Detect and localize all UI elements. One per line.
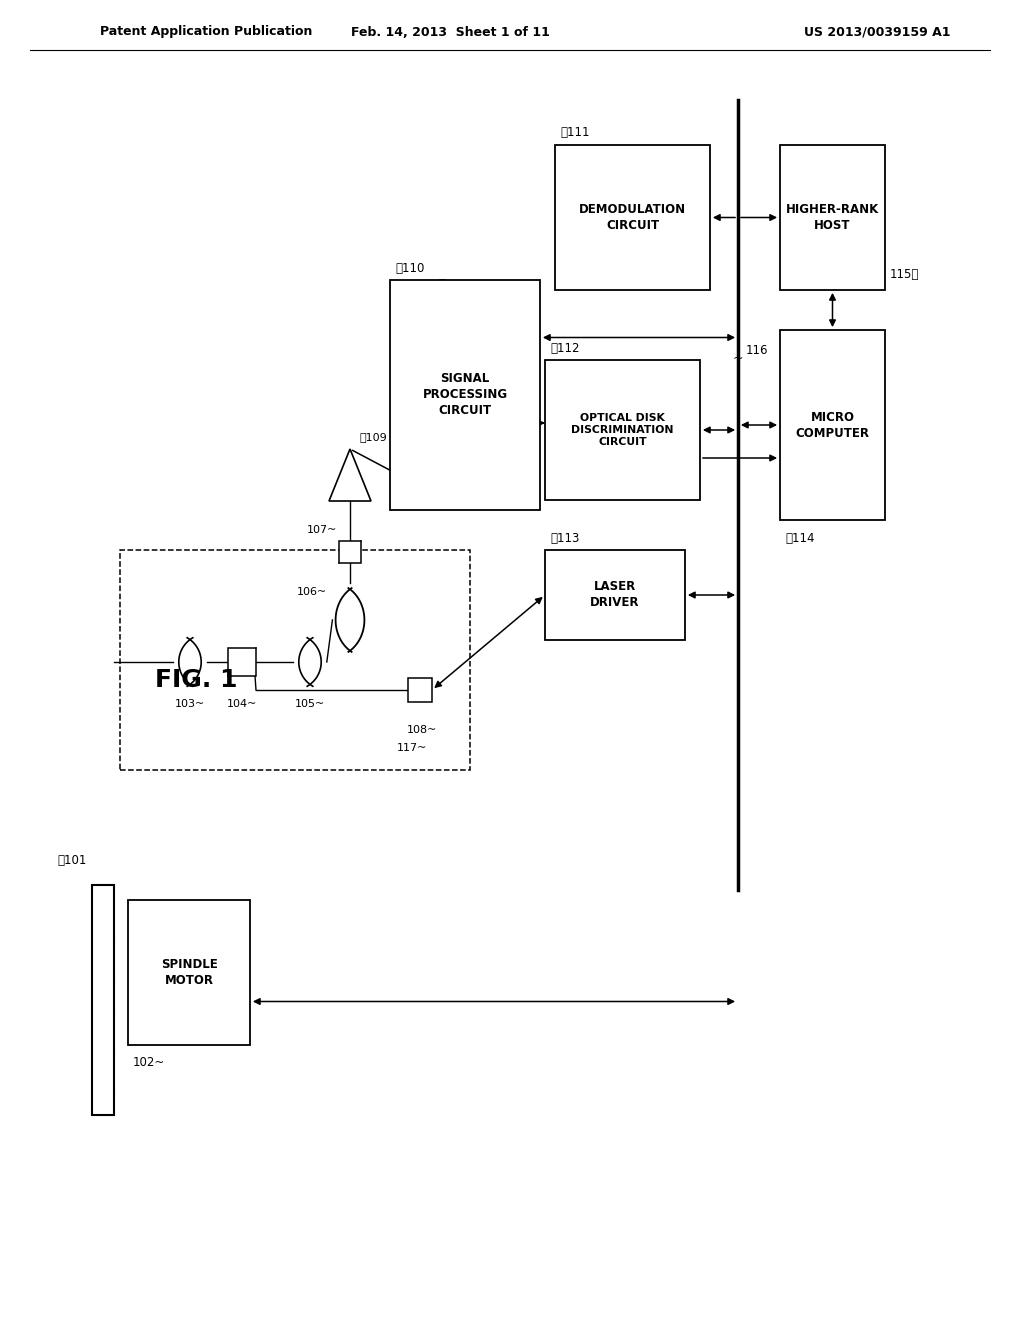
Text: MICRO
COMPUTER: MICRO COMPUTER [796, 411, 869, 440]
Text: 107~: 107~ [307, 525, 337, 535]
Text: 〈113: 〈113 [550, 532, 580, 544]
Text: 115〉: 115〉 [890, 268, 920, 281]
Text: 116: 116 [746, 343, 768, 356]
Text: 〈101: 〈101 [57, 854, 87, 866]
Bar [339, 541, 361, 564]
Text: 105~: 105~ [295, 700, 326, 709]
Text: Patent Application Publication: Patent Application Publication [100, 25, 312, 38]
Bar [128, 900, 250, 1045]
Bar [555, 145, 710, 290]
Text: DEMODULATION
CIRCUIT: DEMODULATION CIRCUIT [579, 203, 686, 232]
Text: 〈114: 〈114 [785, 532, 814, 544]
Text: 〈111: 〈111 [560, 127, 590, 140]
Bar [390, 280, 540, 510]
Text: 106~: 106~ [297, 587, 327, 597]
Text: LASER
DRIVER: LASER DRIVER [590, 581, 640, 610]
Text: US 2013/0039159 A1: US 2013/0039159 A1 [804, 25, 950, 38]
Bar [120, 550, 470, 770]
Bar [545, 550, 685, 640]
Text: 〈109: 〈109 [360, 432, 388, 442]
Text: HIGHER-RANK
HOST: HIGHER-RANK HOST [785, 203, 880, 232]
Text: SIGNAL
PROCESSING
CIRCUIT: SIGNAL PROCESSING CIRCUIT [423, 372, 508, 417]
Text: FIG. 1: FIG. 1 [155, 668, 238, 692]
Bar [780, 330, 885, 520]
Text: 〈112: 〈112 [550, 342, 580, 355]
Bar [92, 884, 114, 1115]
Text: 104~: 104~ [226, 700, 257, 709]
Text: Feb. 14, 2013  Sheet 1 of 11: Feb. 14, 2013 Sheet 1 of 11 [350, 25, 550, 38]
Text: 〈110: 〈110 [395, 261, 424, 275]
Text: 108~: 108~ [407, 725, 437, 735]
Bar [780, 145, 885, 290]
Text: 117~: 117~ [397, 743, 427, 752]
Text: 102~: 102~ [133, 1056, 165, 1069]
Bar [545, 360, 700, 500]
Text: OPTICAL DISK
DISCRIMINATION
CIRCUIT: OPTICAL DISK DISCRIMINATION CIRCUIT [571, 413, 674, 447]
Text: 103~: 103~ [175, 700, 205, 709]
Bar [408, 678, 432, 702]
Bar [228, 648, 256, 676]
Text: SPINDLE
MOTOR: SPINDLE MOTOR [161, 958, 217, 987]
Text: ~: ~ [733, 351, 743, 364]
